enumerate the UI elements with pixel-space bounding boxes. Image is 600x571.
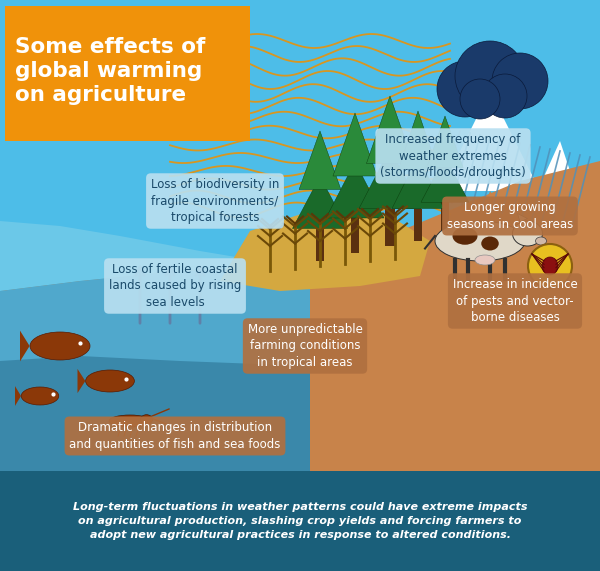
Text: Some effects of
global warming
on agriculture: Some effects of global warming on agricu… bbox=[15, 37, 205, 105]
Ellipse shape bbox=[140, 415, 152, 424]
Polygon shape bbox=[392, 156, 444, 208]
Polygon shape bbox=[440, 91, 540, 191]
Circle shape bbox=[492, 53, 548, 109]
Polygon shape bbox=[517, 214, 527, 222]
Bar bbox=[316, 228, 324, 261]
Text: More unpredictable
farming conditions
in tropical areas: More unpredictable farming conditions in… bbox=[248, 323, 362, 369]
Ellipse shape bbox=[475, 255, 495, 265]
Text: Increased frequency of
weather extremes
(storms/floods/droughts): Increased frequency of weather extremes … bbox=[380, 133, 526, 179]
Bar bbox=[414, 208, 422, 241]
Polygon shape bbox=[20, 331, 29, 361]
Circle shape bbox=[455, 41, 525, 111]
Ellipse shape bbox=[481, 236, 499, 251]
Bar bbox=[0, 471, 600, 571]
Polygon shape bbox=[367, 96, 413, 163]
Circle shape bbox=[528, 244, 572, 288]
Polygon shape bbox=[299, 131, 341, 190]
Polygon shape bbox=[0, 266, 310, 471]
Text: Dramatic changes in distribution
and quantities of fish and sea foods: Dramatic changes in distribution and qua… bbox=[70, 421, 281, 451]
Polygon shape bbox=[0, 161, 600, 471]
Ellipse shape bbox=[435, 221, 525, 261]
Polygon shape bbox=[480, 191, 600, 471]
Ellipse shape bbox=[452, 227, 478, 245]
Text: Increase in incidence
of pests and vector-
borne diseases: Increase in incidence of pests and vecto… bbox=[452, 278, 577, 324]
Polygon shape bbox=[359, 148, 421, 208]
Circle shape bbox=[483, 74, 527, 118]
Text: Loss of fertile coastal
lands caused by rising
sea levels: Loss of fertile coastal lands caused by … bbox=[109, 263, 241, 309]
Circle shape bbox=[460, 79, 500, 119]
Polygon shape bbox=[333, 113, 377, 176]
Polygon shape bbox=[398, 111, 438, 170]
Ellipse shape bbox=[86, 370, 134, 392]
Polygon shape bbox=[0, 356, 310, 471]
Text: Long-term fluctuations in weather patterns could have extreme impacts
on agricul: Long-term fluctuations in weather patter… bbox=[73, 502, 527, 540]
Text: Loss of biodiversity in
fragile environments/
tropical forests: Loss of biodiversity in fragile environm… bbox=[151, 178, 279, 224]
Polygon shape bbox=[0, 221, 310, 291]
Polygon shape bbox=[427, 116, 463, 168]
Text: Longer growing
seasons in cool areas: Longer growing seasons in cool areas bbox=[447, 201, 573, 231]
Polygon shape bbox=[77, 369, 85, 393]
Bar bbox=[5, 6, 250, 141]
Ellipse shape bbox=[536, 237, 547, 245]
Ellipse shape bbox=[109, 415, 151, 427]
Polygon shape bbox=[15, 386, 21, 406]
Ellipse shape bbox=[30, 332, 90, 360]
Ellipse shape bbox=[542, 257, 558, 275]
Bar bbox=[350, 218, 359, 253]
Polygon shape bbox=[326, 162, 384, 218]
Polygon shape bbox=[390, 191, 600, 471]
Ellipse shape bbox=[21, 387, 59, 405]
Polygon shape bbox=[220, 211, 430, 291]
Bar bbox=[442, 202, 449, 231]
Polygon shape bbox=[515, 141, 590, 241]
Bar bbox=[385, 208, 395, 246]
Polygon shape bbox=[293, 176, 347, 228]
Polygon shape bbox=[421, 156, 469, 202]
Circle shape bbox=[437, 61, 493, 117]
Ellipse shape bbox=[512, 221, 542, 246]
